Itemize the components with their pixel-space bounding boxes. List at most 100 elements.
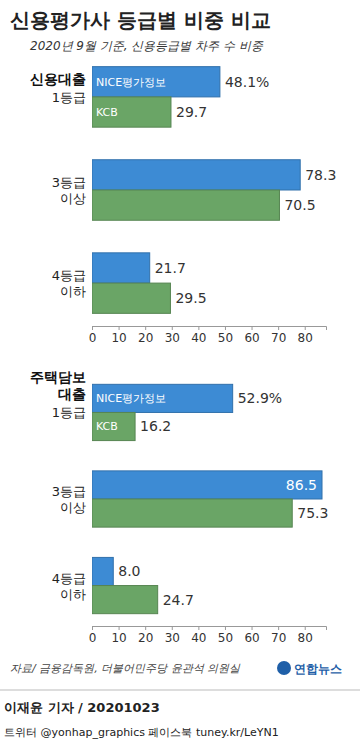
category-label: 3등급이상: [52, 175, 86, 206]
tick-mark: [92, 626, 93, 630]
tick: 60: [244, 326, 259, 345]
bar: [92, 67, 220, 97]
tick-mark: [278, 626, 279, 630]
data-label: 16.2: [140, 418, 171, 434]
tick-label: 20: [138, 331, 153, 345]
data-label: 70.5: [284, 197, 315, 213]
tick-label: 10: [111, 331, 126, 345]
tick: 30: [165, 326, 180, 345]
data-label: 24.7: [163, 592, 194, 608]
social: 트위터 @yonhap_graphics 페이스북 tuney.kr/LeYN1: [4, 726, 279, 739]
tick-label: 0: [89, 631, 97, 645]
source: 자료/ 금융감독원, 더불어민주당 윤관석 의원실: [10, 662, 241, 675]
bar: [92, 190, 279, 220]
tick: 30: [165, 626, 180, 645]
tick-label: 80: [298, 331, 313, 345]
tick-label: 20: [138, 631, 153, 645]
tick-label: 0: [89, 331, 97, 345]
tick: 20: [138, 626, 153, 645]
tick-label: 50: [218, 631, 233, 645]
logo-mark: [277, 661, 291, 675]
tick-label: 70: [271, 631, 286, 645]
tick-mark: [119, 326, 120, 330]
bar: [92, 97, 171, 127]
bar: [92, 499, 292, 527]
tick: 0: [89, 326, 97, 345]
tick: 20: [138, 326, 153, 345]
tick-label: 80: [298, 631, 313, 645]
labels: 52.9%NICE평가정보86.58.016.2KCB75.324.7: [96, 390, 328, 607]
tick: 70: [271, 326, 286, 345]
tick-mark: [92, 326, 93, 330]
logo: 연합뉴스: [294, 662, 342, 676]
tick-label: 60: [244, 331, 259, 345]
data-label: 21.7: [155, 260, 186, 276]
tick: 60: [244, 626, 259, 645]
data-label: 52.9%: [238, 390, 282, 406]
bar: [92, 384, 233, 412]
tick: 10: [111, 326, 126, 345]
bar: [92, 283, 170, 313]
tick-label: 30: [165, 631, 180, 645]
tick-mark: [198, 626, 199, 630]
data-label: 86.5: [286, 477, 317, 493]
tick: 40: [191, 626, 206, 645]
tick: 50: [218, 326, 233, 345]
category-label: 4등급이하: [52, 571, 86, 602]
bars: [92, 384, 322, 613]
tick: 70: [271, 626, 286, 645]
title: 신용평가사 등급별 비중 비교: [10, 8, 271, 32]
divider: [0, 690, 360, 691]
tick-mark: [225, 326, 226, 330]
tick: 50: [218, 626, 233, 645]
category-label: 3등급이상: [52, 484, 86, 515]
series-label: KCB: [96, 420, 118, 433]
tick-label: 70: [271, 331, 286, 345]
tick-mark: [198, 326, 199, 330]
bar: [92, 471, 322, 499]
reporter: 이재윤 기자 / 20201023: [4, 700, 160, 715]
tick-mark: [252, 326, 253, 330]
tick-mark: [305, 326, 306, 330]
tick-label: 60: [244, 631, 259, 645]
series-label: KCB: [96, 106, 118, 119]
tick: 10: [111, 626, 126, 645]
bar: [92, 586, 158, 614]
category-labels: 1등급 주택담보대출 3등급이상 4등급이하: [30, 369, 86, 601]
bar: [92, 253, 150, 283]
bar: [92, 557, 113, 585]
tick-mark: [145, 626, 146, 630]
bar: [92, 160, 300, 190]
chart-0: 48.1%NICE평가정보78.321.729.7KCB70.529.51등급신…: [30, 67, 336, 345]
tick-mark: [252, 626, 253, 630]
tick-mark: [119, 626, 120, 630]
subtitle: 2020년 9월 기준, 신용등급별 차주 수 비중: [30, 39, 264, 53]
category-label: 1등급: [52, 405, 86, 420]
tick: 0: [89, 626, 97, 645]
tick-mark: [305, 626, 306, 630]
tick-label: 30: [165, 331, 180, 345]
axis-line: [93, 327, 327, 331]
category-labels: 1등급신용대출3등급이상4등급이하: [30, 71, 86, 299]
data-label: 78.3: [305, 167, 336, 183]
data-label: 48.1%: [225, 74, 269, 90]
chart-title: 주택담보대출: [30, 369, 86, 402]
bars: [92, 67, 300, 314]
tick-mark: [172, 626, 173, 630]
tick-mark: [145, 326, 146, 330]
tick-label: 40: [191, 631, 206, 645]
tick-label: 50: [218, 331, 233, 345]
x-axis: 0 10 20 30 40 50 60 70 80: [89, 626, 327, 645]
chart-root: 신용평가사 등급별 비중 비교 2020년 9월 기준, 신용등급별 차주 수 비…: [0, 0, 360, 750]
data-label: 29.5: [175, 290, 206, 306]
labels: 48.1%NICE평가정보78.321.729.7KCB70.529.5: [96, 74, 336, 306]
x-axis: 0 10 20 30 40 50 60 70 80: [89, 326, 327, 345]
chart-title: 신용대출: [30, 71, 86, 87]
data-label: 75.3: [297, 505, 328, 521]
series-label: NICE평가정보: [96, 76, 166, 89]
chart-1: 52.9%NICE평가정보86.58.016.2KCB75.324.71등급주택…: [30, 369, 328, 644]
category-label: 1등급: [52, 90, 86, 105]
data-label: 8.0: [118, 563, 140, 579]
tick: 40: [191, 326, 206, 345]
tick-mark: [225, 626, 226, 630]
